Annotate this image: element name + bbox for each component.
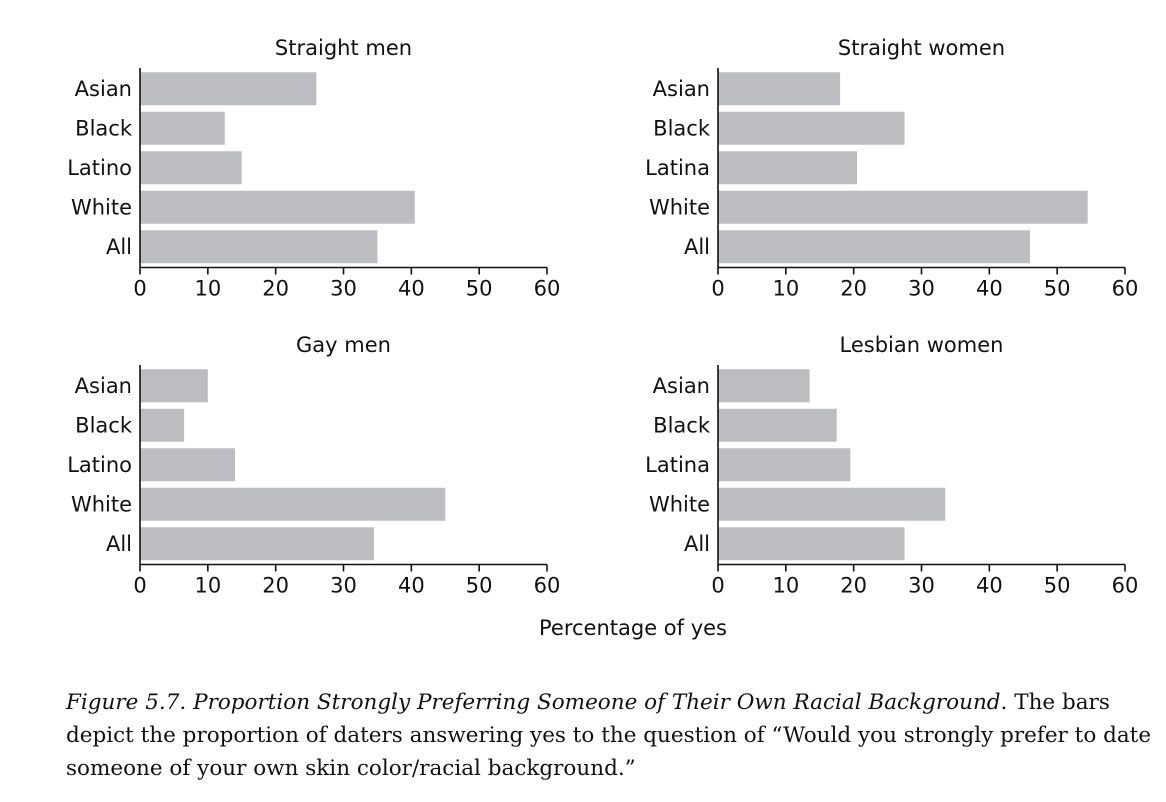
figure-title: Proportion Strongly Preferring Someone o…: [193, 690, 1008, 715]
bar-asian: [140, 369, 208, 403]
x-tick-label: 0: [133, 574, 146, 598]
x-tick-label: 40: [398, 277, 425, 301]
x-tick-label: 30: [330, 574, 357, 598]
bar-asian: [718, 369, 810, 403]
bar-all: [718, 527, 905, 561]
x-tick-label: 40: [976, 574, 1003, 598]
x-tick-label: 40: [398, 574, 425, 598]
category-label: Asian: [75, 374, 132, 398]
bar-latina: [718, 151, 858, 185]
bar-black: [140, 111, 225, 145]
category-label: Asian: [75, 77, 132, 101]
category-label: All: [106, 532, 132, 556]
bar-all: [140, 230, 378, 264]
figure-label: Figure 5.7.: [66, 690, 187, 715]
x-tick-label: 20: [840, 277, 867, 301]
category-label: Asian: [653, 77, 710, 101]
x-tick-label: 60: [534, 574, 561, 598]
category-label: Latina: [645, 453, 710, 477]
category-label: Asian: [653, 374, 710, 398]
bar-white: [718, 487, 946, 521]
x-tick-label: 10: [194, 574, 221, 598]
panel-title: Straight men: [275, 36, 412, 60]
category-label: Black: [653, 116, 711, 140]
x-tick-label: 30: [908, 574, 935, 598]
x-tick-label: 50: [1044, 574, 1071, 598]
panel-title: Lesbian women: [840, 333, 1004, 357]
x-tick-label: 60: [1112, 277, 1139, 301]
bar-asian: [718, 72, 841, 106]
category-label: Latino: [67, 453, 132, 477]
bar-asian: [140, 72, 317, 106]
bar-black: [718, 408, 837, 442]
x-tick-label: 20: [262, 574, 289, 598]
x-tick-label: 0: [711, 277, 724, 301]
category-label: White: [649, 492, 710, 516]
x-axis-label: Percentage of yes: [539, 616, 727, 640]
x-tick-label: 0: [711, 574, 724, 598]
x-tick-label: 60: [1112, 574, 1139, 598]
x-tick-label: 10: [772, 277, 799, 301]
x-tick-label: 20: [262, 277, 289, 301]
x-tick-label: 50: [466, 277, 493, 301]
x-tick-label: 50: [1044, 277, 1071, 301]
x-tick-label: 60: [534, 277, 561, 301]
x-tick-label: 10: [772, 574, 799, 598]
x-tick-label: 40: [976, 277, 1003, 301]
bar-white: [718, 190, 1088, 224]
category-label: Black: [653, 413, 711, 437]
caption-text: The bars depict the proportion of daters…: [66, 690, 1152, 781]
bar-latino: [140, 448, 235, 482]
category-label: White: [71, 492, 132, 516]
x-tick-label: 10: [194, 277, 221, 301]
category-label: Black: [75, 116, 133, 140]
bar-all: [718, 230, 1031, 264]
category-label: All: [684, 235, 710, 259]
category-label: White: [649, 195, 710, 219]
panel-title: Gay men: [296, 333, 391, 357]
category-label: Black: [75, 413, 133, 437]
category-label: Latino: [67, 156, 132, 180]
x-tick-label: 50: [466, 574, 493, 598]
category-label: Latina: [645, 156, 710, 180]
panel-title: Straight women: [838, 36, 1005, 60]
x-tick-label: 30: [330, 277, 357, 301]
category-label: All: [106, 235, 132, 259]
x-tick-label: 30: [908, 277, 935, 301]
bar-white: [140, 487, 446, 521]
bar-latino: [140, 151, 242, 185]
bar-black: [140, 408, 185, 442]
x-tick-label: 20: [840, 574, 867, 598]
figure-caption: Figure 5.7. Proportion Strongly Preferri…: [66, 686, 1156, 785]
bar-white: [140, 190, 415, 224]
bar-black: [718, 111, 905, 145]
bar-latina: [718, 448, 851, 482]
category-label: White: [71, 195, 132, 219]
x-tick-label: 0: [133, 277, 146, 301]
category-label: All: [684, 532, 710, 556]
bar-all: [140, 527, 375, 561]
